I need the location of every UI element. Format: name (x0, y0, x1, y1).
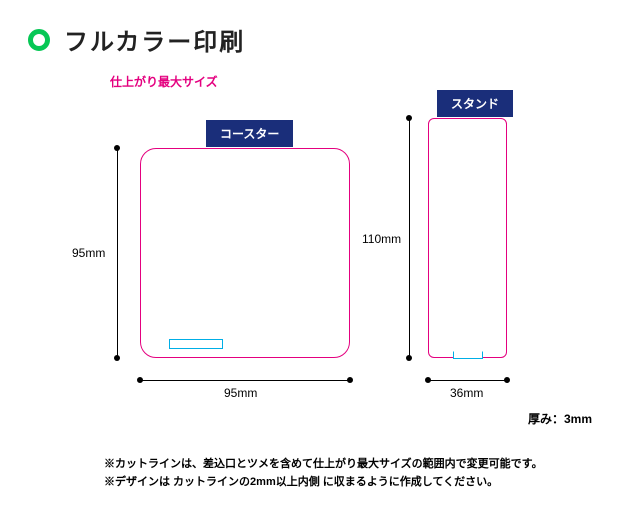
coaster-height-label: 95mm (72, 246, 105, 260)
dim-line (117, 148, 118, 358)
dim-line (409, 118, 410, 358)
dim-dot (137, 377, 143, 383)
note-line-2: ※デザインは カットラインの2mm以上内側 に収まるように作成してください。 (104, 473, 543, 492)
coaster-badge: コースター (206, 120, 293, 147)
dim-dot (406, 115, 412, 121)
bullet-icon (28, 29, 50, 51)
thickness-label: 厚み：3mm (528, 410, 592, 427)
title-row: フルカラー印刷 (0, 0, 640, 57)
diagram-area: コースター スタンド 95mm 95mm 110mm 36mm 厚み：3mm (0, 90, 640, 450)
dim-line (140, 380, 350, 381)
subtitle: 仕上がり最大サイズ (110, 73, 640, 90)
dim-dot (114, 355, 120, 361)
stand-width-label: 36mm (450, 386, 483, 400)
stand-badge: スタンド (437, 90, 513, 117)
note-line-1: ※カットラインは、差込口とツメを含めて仕上がり最大サイズの範囲内で変更可能です。 (104, 455, 543, 474)
coaster-notch (169, 339, 223, 349)
dim-dot (406, 355, 412, 361)
coaster-width-label: 95mm (224, 386, 257, 400)
dim-dot (504, 377, 510, 383)
notes: ※カットラインは、差込口とツメを含めて仕上がり最大サイズの範囲内で変更可能です。… (104, 455, 543, 492)
dim-dot (347, 377, 353, 383)
dim-line (428, 380, 507, 381)
dim-dot (114, 145, 120, 151)
dim-dot (425, 377, 431, 383)
stand-notch (453, 351, 483, 359)
coaster-shape (140, 148, 350, 358)
stand-height-label: 110mm (362, 232, 401, 246)
page-title: フルカラー印刷 (64, 22, 245, 57)
stand-shape (428, 118, 507, 358)
